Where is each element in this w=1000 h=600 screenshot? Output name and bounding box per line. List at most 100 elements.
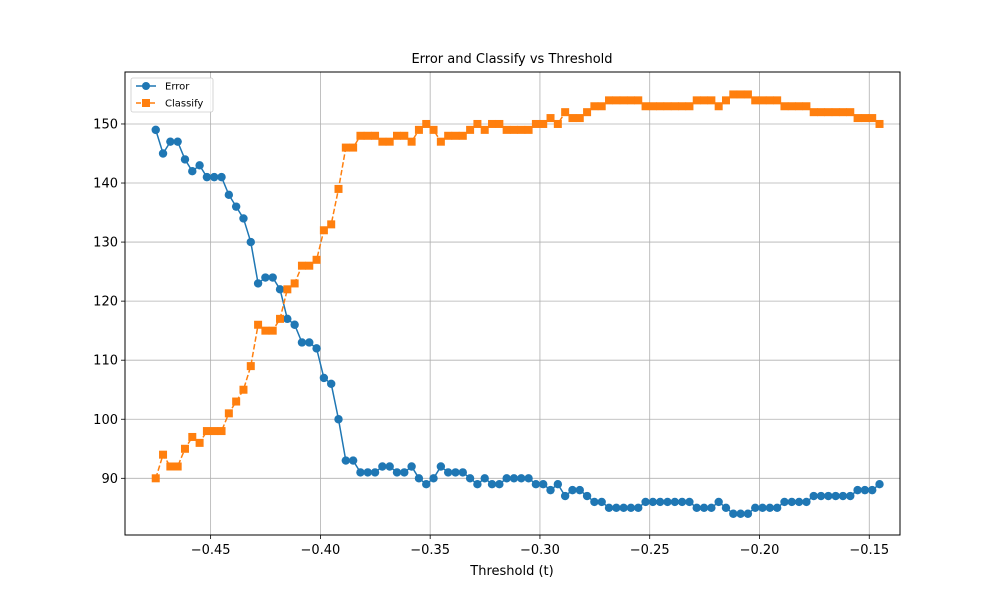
- data-point: [868, 114, 877, 123]
- data-point: [656, 102, 665, 111]
- data-point: [809, 108, 818, 117]
- data-point: [678, 102, 687, 111]
- data-point: [348, 456, 358, 465]
- x-tick-label: −0.40: [300, 543, 340, 558]
- data-point: [458, 468, 467, 477]
- data-point: [239, 214, 248, 223]
- data-point: [451, 131, 460, 140]
- data-point: [524, 474, 533, 483]
- data-point: [743, 90, 752, 99]
- data-point: [553, 480, 563, 489]
- data-point: [509, 125, 518, 134]
- data-point: [451, 468, 460, 477]
- data-point: [626, 503, 636, 513]
- data-point: [604, 503, 614, 513]
- data-point: [575, 114, 584, 123]
- y-tick-label: 110: [93, 354, 118, 369]
- data-point: [400, 131, 409, 140]
- data-point: [159, 450, 168, 459]
- data-point: [414, 474, 424, 483]
- data-point: [210, 427, 219, 436]
- data-point: [488, 119, 497, 128]
- data-point: [253, 279, 263, 288]
- data-point: [875, 119, 884, 128]
- data-point: [173, 462, 182, 471]
- series-error: [151, 125, 884, 518]
- data-point: [597, 497, 606, 507]
- data-point: [224, 409, 233, 418]
- data-point: [655, 497, 665, 507]
- data-point: [721, 96, 730, 105]
- data-point: [868, 485, 877, 495]
- data-point: [231, 202, 241, 211]
- data-point: [319, 373, 329, 383]
- data-point: [166, 137, 175, 146]
- data-point: [283, 285, 292, 294]
- data-point: [392, 131, 401, 140]
- y-tick-label: 130: [93, 236, 118, 251]
- x-tick-label: −0.20: [740, 543, 780, 558]
- data-point: [838, 491, 848, 501]
- plot-frame: [124, 71, 901, 536]
- series-layer: [151, 90, 884, 518]
- data-point: [802, 497, 811, 507]
- data-point: [648, 497, 658, 507]
- data-point: [817, 108, 826, 117]
- data-point: [816, 491, 826, 501]
- legend-label: Error: [165, 82, 190, 93]
- data-point: [773, 96, 782, 105]
- data-point: [707, 503, 716, 513]
- data-point: [714, 497, 723, 507]
- data-point: [327, 220, 336, 229]
- data-point: [151, 125, 160, 135]
- data-point: [429, 474, 438, 483]
- data-point: [495, 480, 504, 489]
- data-point: [334, 415, 343, 424]
- data-point: [239, 385, 248, 394]
- data-point: [546, 114, 555, 123]
- data-point: [524, 125, 533, 134]
- data-point: [305, 261, 314, 270]
- data-point: [685, 497, 694, 507]
- data-point: [487, 480, 497, 489]
- data-point: [180, 155, 190, 164]
- data-point: [619, 96, 628, 105]
- data-point: [517, 125, 526, 134]
- data-point: [597, 102, 606, 111]
- data-point: [392, 468, 402, 477]
- data-point: [721, 503, 731, 513]
- x-tick-label: −0.15: [849, 543, 889, 558]
- axis-ticks: −0.45 −0.40 −0.35 −0.30 −0.25 −0.20 −0.15 90 100…: [93, 117, 889, 558]
- data-point: [568, 114, 577, 123]
- data-point: [188, 167, 197, 176]
- data-point: [275, 285, 285, 294]
- x-tick-label: −0.25: [630, 543, 670, 558]
- data-point: [254, 320, 263, 329]
- data-point: [290, 279, 299, 288]
- data-point: [619, 503, 628, 513]
- data-point: [312, 255, 321, 264]
- data-point: [224, 190, 234, 200]
- data-point: [385, 137, 394, 146]
- data-point: [283, 314, 292, 324]
- data-point: [729, 509, 738, 518]
- data-point: [173, 137, 182, 146]
- data-point: [663, 497, 672, 507]
- data-point: [846, 108, 855, 117]
- data-point: [582, 491, 592, 501]
- data-point: [539, 480, 548, 489]
- data-point: [751, 96, 760, 105]
- data-point: [641, 102, 650, 111]
- data-point: [700, 96, 709, 105]
- data-point: [202, 427, 211, 436]
- data-point: [853, 485, 862, 495]
- data-point: [531, 119, 540, 128]
- data-point: [422, 119, 431, 128]
- data-point: [356, 131, 365, 140]
- data-point: [276, 314, 285, 323]
- data-point: [502, 474, 511, 483]
- data-point: [553, 119, 562, 128]
- data-point: [341, 456, 351, 465]
- data-point: [634, 96, 643, 105]
